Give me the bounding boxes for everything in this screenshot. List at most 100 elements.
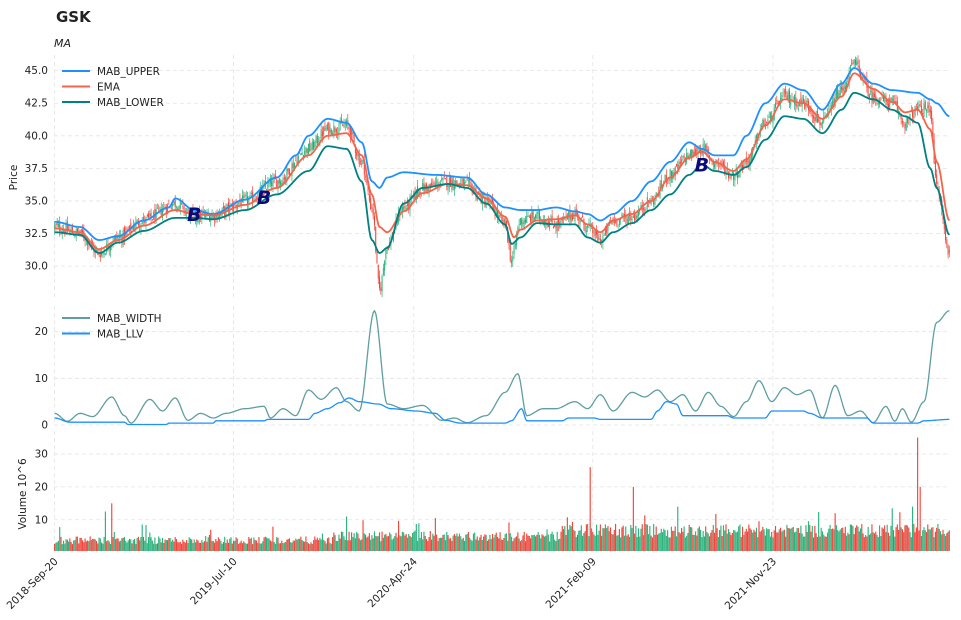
volume-bar <box>263 537 265 551</box>
volume-bar <box>386 536 388 551</box>
volume-bar <box>523 531 525 551</box>
candle-body <box>415 189 417 200</box>
volume-bar <box>377 536 379 551</box>
volume-bar <box>712 524 714 551</box>
candle-body <box>281 183 283 185</box>
volume-bar <box>385 533 387 551</box>
volume-bar <box>363 533 365 551</box>
volume-bar <box>736 531 738 551</box>
volume-bar <box>512 541 514 551</box>
candle-body <box>622 215 624 217</box>
chart-subtitle: MA <box>54 37 71 50</box>
candle-body <box>929 109 931 113</box>
candle-body <box>271 181 273 186</box>
volume-bar <box>414 530 416 551</box>
volume-bar <box>470 539 472 551</box>
volume-bar <box>300 536 302 551</box>
candle-body <box>250 193 252 195</box>
candle-body <box>518 224 520 225</box>
candle-body <box>862 75 864 80</box>
volume-bar <box>876 534 878 551</box>
candle-body <box>792 101 794 103</box>
candle-body <box>434 183 436 187</box>
candle-body <box>840 87 842 90</box>
volume-bar <box>589 467 591 551</box>
volume-bar <box>508 522 510 551</box>
candle-body <box>436 181 438 183</box>
volume-bar <box>637 528 640 551</box>
volume-bar <box>922 530 924 551</box>
volume-bar <box>933 537 935 551</box>
volume-bar <box>140 536 142 551</box>
volume-bar <box>168 538 170 551</box>
candle-body <box>442 178 444 181</box>
volume-bar <box>706 532 708 551</box>
volume-bar <box>557 539 560 551</box>
x-tick-label: 2019-Jul-10 <box>188 556 240 608</box>
candle-body <box>432 184 434 186</box>
candle-body <box>481 194 483 205</box>
volume-bar <box>356 531 358 551</box>
candle-body <box>651 198 653 199</box>
volume-bar <box>142 536 145 551</box>
volume-bar <box>126 542 128 551</box>
volume-bar <box>151 540 153 551</box>
volume-bar <box>332 537 334 551</box>
volume-bar <box>135 543 137 551</box>
volume-bar <box>655 526 657 551</box>
candle-body <box>736 172 738 178</box>
volume-bar <box>778 529 780 551</box>
volume-bar <box>378 532 381 551</box>
candle-body <box>783 90 785 92</box>
volume-bar <box>576 534 579 551</box>
candle-body <box>829 108 831 110</box>
volume-bar <box>451 540 453 551</box>
volume-bar <box>924 530 926 551</box>
volume-bar <box>111 503 113 551</box>
candle-body <box>431 182 433 188</box>
candle-body <box>886 99 888 106</box>
volume-bar <box>884 525 886 551</box>
volume-bar <box>234 540 236 551</box>
volume-bar <box>174 537 176 551</box>
candle-body <box>358 153 360 165</box>
candle-body <box>175 207 177 208</box>
volume-bar <box>517 532 519 551</box>
volume-bar <box>833 529 835 551</box>
candle-body <box>926 109 928 112</box>
candle-body <box>243 195 245 198</box>
volume-bar <box>764 535 766 551</box>
candle-body <box>349 127 351 137</box>
volume-bar <box>362 520 364 551</box>
volume-bar <box>335 540 337 551</box>
candle-body <box>351 129 353 136</box>
volume-bar <box>301 539 303 551</box>
volume-bar <box>910 537 912 551</box>
candle-body <box>766 121 768 123</box>
volume-bar <box>395 532 397 551</box>
volume-bar <box>618 529 620 551</box>
volume-bar <box>205 535 207 551</box>
volume-bar <box>760 530 763 551</box>
candle-body <box>796 104 798 108</box>
mab-lower-line <box>54 91 951 254</box>
candle-body <box>276 179 278 188</box>
volume-bar <box>875 531 877 551</box>
candle-body <box>174 200 176 208</box>
volume-bar <box>743 534 745 551</box>
volume-bar <box>323 539 325 551</box>
candle-body <box>848 71 850 85</box>
volume-bar <box>188 537 190 551</box>
volume-bar <box>809 525 811 551</box>
candle-body <box>489 200 491 206</box>
volume-bar <box>113 531 115 551</box>
candle-body <box>469 178 471 181</box>
candle-body <box>682 156 684 158</box>
candle-body <box>696 148 698 156</box>
candle-body <box>571 213 573 220</box>
volume-bar <box>54 543 56 551</box>
x-tick-label: 2018-Sep-20 <box>5 556 61 612</box>
candle-body <box>797 104 799 106</box>
volume-bar <box>222 542 224 551</box>
volume-bar <box>838 531 840 551</box>
